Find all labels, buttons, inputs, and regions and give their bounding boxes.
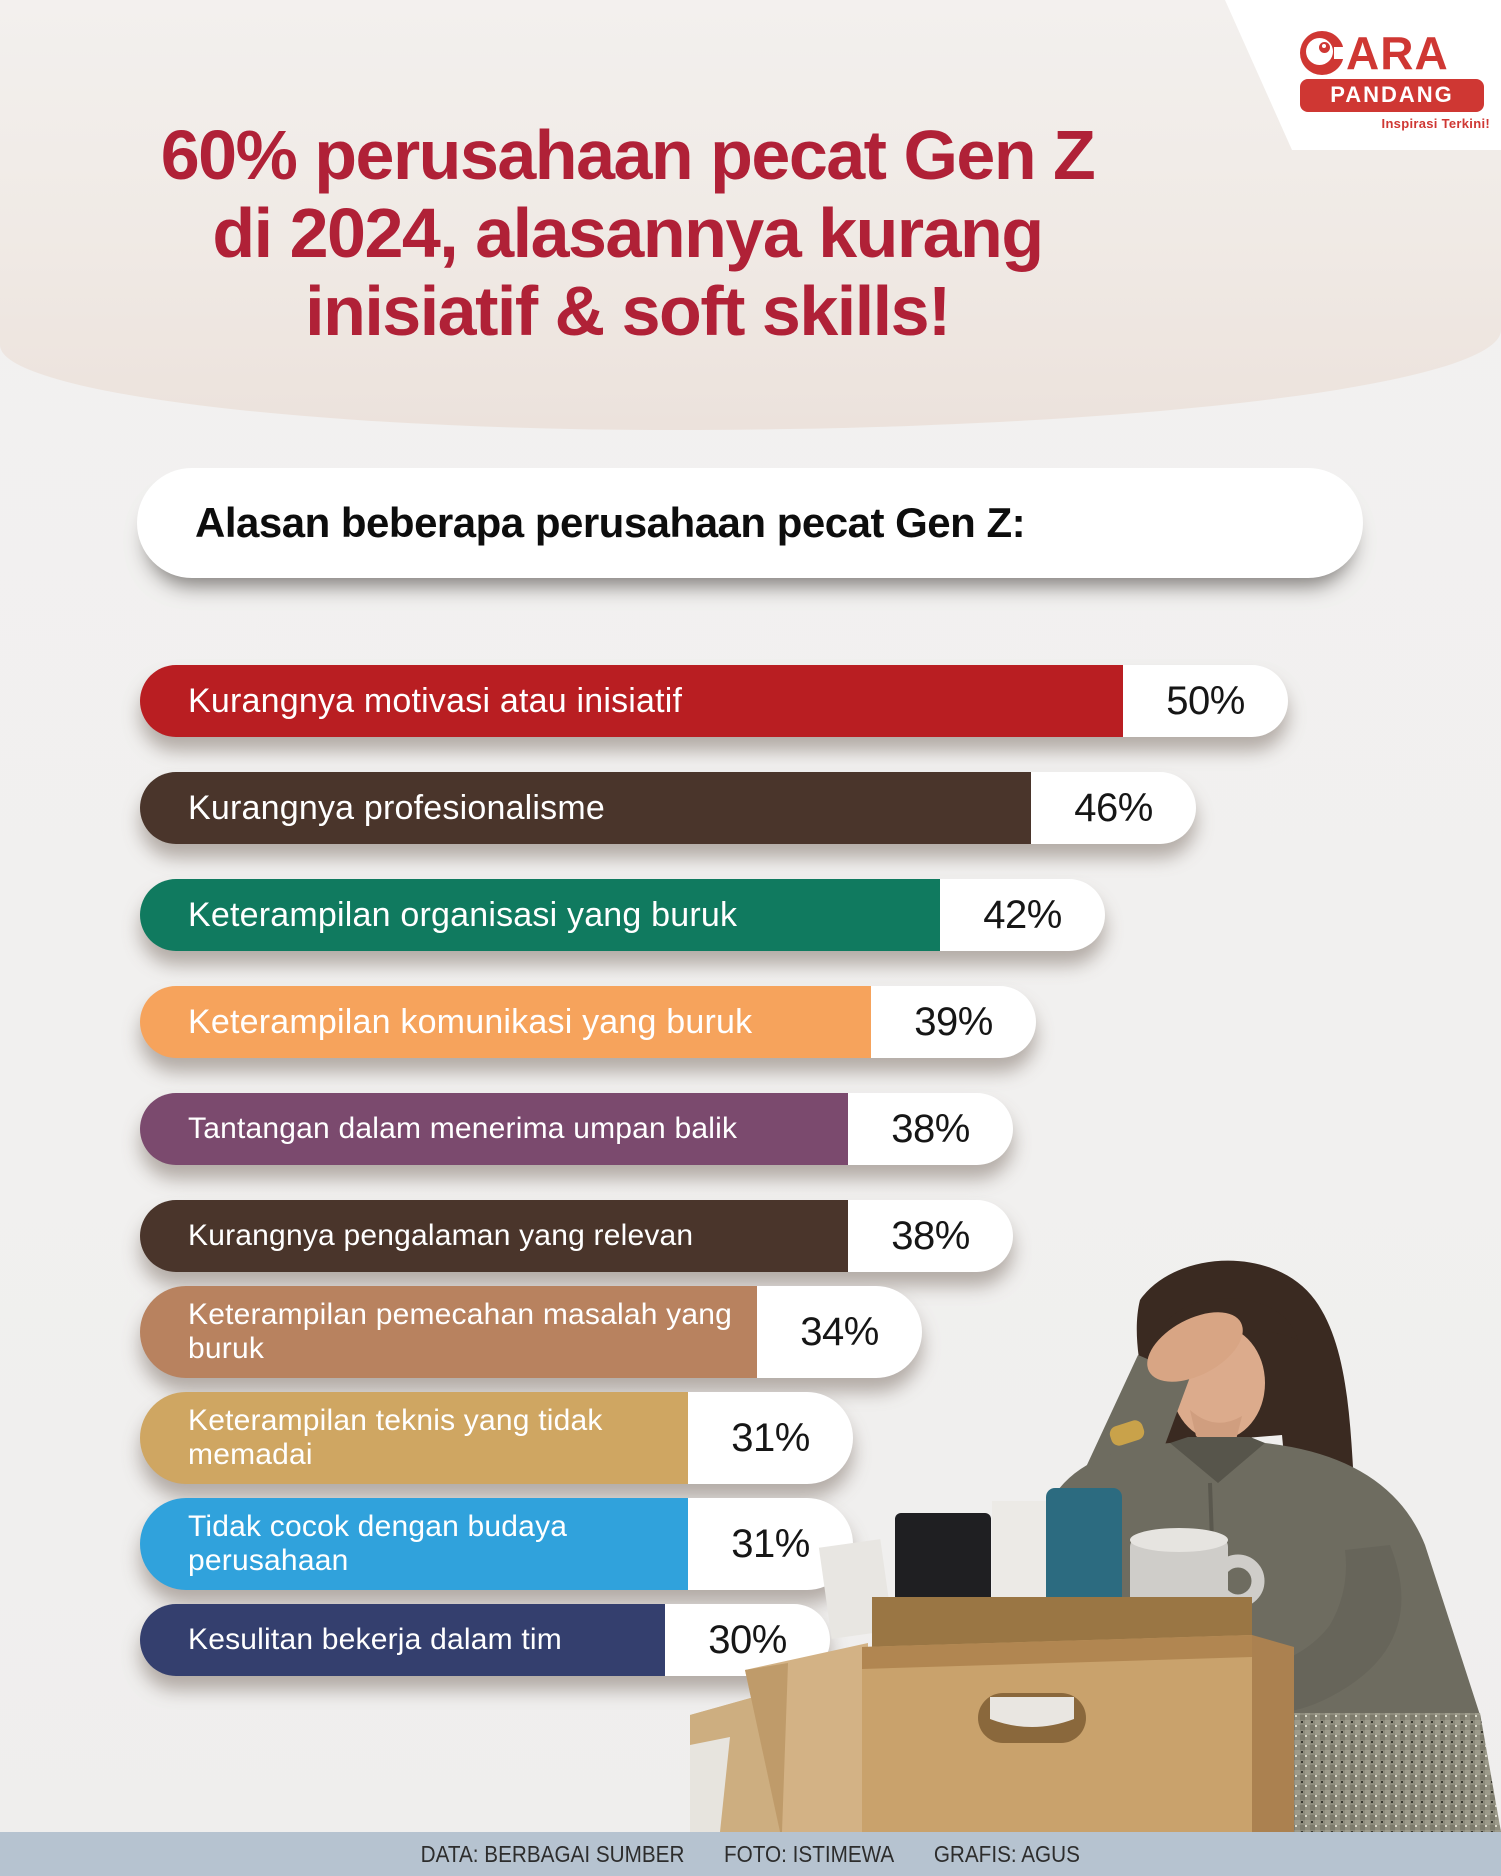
- header-curved-background: [0, 0, 1501, 430]
- bar-row: Keterampilan organisasi yang buruk 42%: [140, 879, 1440, 951]
- bar-value-label: 42%: [940, 879, 1105, 951]
- bar-fill: Tidak cocok dengan budaya perusahaan: [140, 1498, 688, 1590]
- bar-row: Keterampilan pemecahan masalah yang buru…: [140, 1286, 1440, 1378]
- bar-category-label: Keterampilan organisasi yang buruk: [188, 896, 738, 934]
- bar-fill: Keterampilan organisasi yang buruk: [140, 879, 940, 951]
- bar-row: Kurangnya motivasi atau inisiatif 50%: [140, 665, 1440, 737]
- bar-category-label: Tantangan dalam menerima umpan balik: [188, 1112, 738, 1145]
- bar-fill: Kurangnya profesionalisme: [140, 772, 1031, 844]
- bar-row: Keterampilan komunikasi yang buruk 39%: [140, 986, 1440, 1058]
- brand-cara-text: ARA: [1346, 27, 1449, 79]
- bar-value-label: 46%: [1031, 772, 1196, 844]
- bar-category-label: Keterampilan pemecahan masalah yang buru…: [188, 1298, 732, 1365]
- bar-category-label: Tidak cocok dengan budaya perusahaan: [188, 1510, 568, 1577]
- bar-category-label: Kesulitan bekerja dalam tim: [188, 1623, 562, 1656]
- bar-category-label: Keterampilan komunikasi yang buruk: [188, 1003, 753, 1041]
- bar-row: Tantangan dalam menerima umpan balik 38%: [140, 1093, 1440, 1165]
- credit-data: DATA: BERBAGAI SUMBER: [420, 1840, 685, 1867]
- bar-row: Keterampilan teknis yang tidak memadai 31…: [140, 1392, 1440, 1484]
- chart-title-pill: Alasan beberapa perusahaan pecat Gen Z:: [137, 468, 1363, 578]
- bar-value-label: 50%: [1123, 665, 1288, 737]
- bar-category-label: Kurangnya profesionalisme: [188, 789, 606, 827]
- chart-title: Alasan beberapa perusahaan pecat Gen Z:: [195, 499, 1026, 546]
- bar-value-label: 38%: [848, 1093, 1013, 1165]
- bar-category-label: Kurangnya motivasi atau inisiatif: [188, 682, 683, 720]
- brand-wordmark-cara: ARA: [1300, 30, 1490, 76]
- bar-value-label: 39%: [871, 986, 1036, 1058]
- bar-fill: Tantangan dalam menerima umpan balik: [140, 1093, 848, 1165]
- credit-photo: FOTO: ISTIMEWA: [724, 1840, 895, 1867]
- fired-employee-photo: [690, 1260, 1501, 1832]
- headline-line-2: di 2024, alasannya kurang: [212, 194, 1044, 272]
- bar-category-label: Kurangnya pengalaman yang relevan: [188, 1219, 694, 1252]
- bar-fill: Kurangnya pengalaman yang relevan: [140, 1200, 848, 1272]
- credits-footer: DATA: BERBAGAI SUMBER FOTO: ISTIMEWA GRA…: [0, 1832, 1501, 1876]
- bar-value-label: 34%: [757, 1286, 922, 1378]
- headline-line-3: inisiatif & soft skills!: [305, 272, 951, 350]
- bar-row: Kesulitan bekerja dalam tim 30%: [140, 1604, 1440, 1676]
- bar-fill: Keterampilan teknis yang tidak memadai: [140, 1392, 688, 1484]
- bar-row: Kurangnya pengalaman yang relevan 38%: [140, 1200, 1440, 1272]
- bar-row: Tidak cocok dengan budaya perusahaan 31%: [140, 1498, 1440, 1590]
- headline: 60% perusahaan pecat Gen Z di 2024, alas…: [5, 116, 1250, 350]
- bar-fill: Kesulitan bekerja dalam tim: [140, 1604, 665, 1676]
- bar-fill: Kurangnya motivasi atau inisiatif: [140, 665, 1123, 737]
- bar-chart: Kurangnya motivasi atau inisiatif 50% Kura…: [140, 665, 1440, 1676]
- brand-tagline: Inspirasi Terkini!: [1381, 116, 1490, 131]
- bar-fill: Keterampilan komunikasi yang buruk: [140, 986, 871, 1058]
- eye-letter-c-icon: [1300, 31, 1348, 75]
- bar-value-label: 38%: [848, 1200, 1013, 1272]
- brand-logo: ARA PANDANG Inspirasi Terkini!: [1300, 30, 1490, 131]
- bar-category-label: Keterampilan teknis yang tidak memadai: [188, 1404, 603, 1471]
- credit-graphics: GRAFIS: AGUS: [934, 1840, 1081, 1867]
- bar-row: Kurangnya profesionalisme 46%: [140, 772, 1440, 844]
- bar-fill: Keterampilan pemecahan masalah yang buru…: [140, 1286, 757, 1378]
- brand-wordmark-pandang: PANDANG: [1300, 79, 1484, 112]
- bar-value-label: 31%: [688, 1392, 853, 1484]
- headline-line-1: 60% perusahaan pecat Gen Z: [160, 116, 1096, 194]
